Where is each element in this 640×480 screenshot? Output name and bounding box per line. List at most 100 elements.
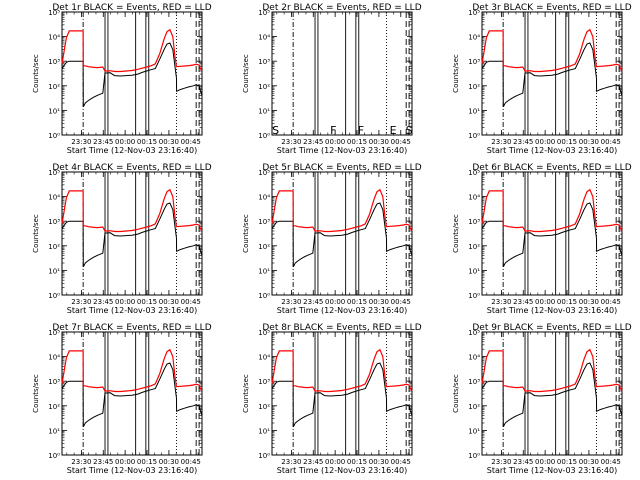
x-tick-label: 00:45 [181,298,201,306]
y-tick-label: 10¹ [258,427,270,435]
x-tick-label: 23:30 [71,298,91,306]
y-tick-label: 10⁵ [468,169,480,177]
lld-series-line [61,348,203,393]
x-tick-label: 00:45 [181,138,201,146]
y-tick-label: 10³ [48,218,60,226]
y-tick-label: 10⁰ [468,452,480,460]
y-tick-label: 10³ [48,378,60,386]
y-tick-label: 10⁵ [48,169,60,177]
y-axis-label: Counts/sec [32,214,40,253]
y-tick-label: 10² [48,243,60,251]
x-axis-label: Start Time (12-Nov-03 23:16:40) [67,466,197,475]
events-series-line [61,202,203,268]
panel-det-5: Det 5r BLACK = Events, RED = LLD 10⁰ 10¹ 10… [242,163,422,315]
plot-frame [61,11,203,136]
y-axis-label: Counts/sec [242,374,250,413]
x-tick-label: 00:30 [369,298,389,306]
y-tick-label: 10⁵ [258,9,270,17]
x-tick-label: 23:45 [303,138,323,146]
x-tick-label: 00:15 [347,458,367,466]
plot-frame [481,171,623,296]
y-tick-label: 10¹ [48,427,60,435]
panel-title: Det 8r BLACK = Events, RED = LLD [262,323,421,333]
x-tick-label: 00:45 [601,138,621,146]
x-tick-label: 00:30 [159,458,179,466]
y-axis-label: Counts/sec [32,374,40,413]
plot-frame [271,11,413,136]
panel-det-1: Det 1r BLACK = Events, RED = LLD 10⁰ 10¹ 10… [32,3,212,155]
panel-title: Det 9r BLACK = Events, RED = LLD [472,323,631,333]
y-tick-label: 10¹ [468,267,480,275]
x-tick-label: 00:00 [535,458,555,466]
y-tick-label: 10² [468,243,480,251]
panel-marker-label: S [272,124,279,137]
x-axis-label: Start Time (12-Nov-03 23:16:40) [67,146,197,155]
panel-det-7: Det 7r BLACK = Events, RED = LLD 10⁰ 10¹ 10… [32,323,212,475]
events-series-line [271,202,413,268]
panel-det-3: Det 3r BLACK = Events, RED = LLD 10⁰ 10¹ 10… [452,3,632,155]
x-tick-label: 00:30 [159,138,179,146]
x-tick-label: 00:15 [347,138,367,146]
y-tick-label: 10⁰ [258,132,270,140]
y-tick-label: 10² [48,403,60,411]
y-tick-label: 10² [48,83,60,91]
x-tick-label: 00:15 [137,458,157,466]
panel-title: Det 2r BLACK = Events, RED = LLD [262,3,421,13]
x-tick-label: 00:15 [557,458,577,466]
x-tick-label: 00:00 [325,298,345,306]
x-axis-label: Start Time (12-Nov-03 23:16:40) [67,306,197,315]
y-tick-label: 10⁴ [258,34,270,42]
y-tick-label: 10⁵ [258,329,270,337]
y-tick-label: 10³ [468,58,480,66]
panel-det-9: Det 9r BLACK = Events, RED = LLD 10⁰ 10¹ 10… [452,323,632,475]
y-axis-label: Counts/sec [452,214,460,253]
y-tick-label: 10³ [258,218,270,226]
panel-title: Det 3r BLACK = Events, RED = LLD [472,3,631,13]
y-axis-label: Counts/sec [242,54,250,93]
panel-marker-label: F [330,124,336,137]
x-tick-label: 00:30 [579,138,599,146]
y-tick-label: 10³ [258,378,270,386]
y-axis-label: Counts/sec [452,374,460,413]
x-tick-label: 00:00 [115,298,135,306]
lld-series-line [61,28,203,73]
x-tick-label: 00:00 [115,458,135,466]
panel-marker-label: E [390,124,397,137]
y-tick-label: 10⁴ [48,194,60,202]
events-series-line [481,362,623,428]
y-tick-label: 10⁵ [48,329,60,337]
y-tick-label: 10² [468,83,480,91]
plot-frame [481,331,623,456]
y-tick-label: 10⁵ [468,329,480,337]
x-tick-label: 00:45 [181,458,201,466]
x-tick-label: 00:00 [115,138,135,146]
x-tick-label: 23:30 [491,138,511,146]
x-tick-label: 23:45 [303,298,323,306]
y-tick-label: 10¹ [258,107,270,115]
x-tick-label: 00:45 [391,458,411,466]
x-tick-label: 00:15 [557,138,577,146]
events-series-line [61,42,203,108]
events-series-line [61,362,203,428]
y-tick-label: 10⁰ [48,292,60,300]
x-tick-label: 23:30 [71,458,91,466]
x-tick-label: 00:00 [325,138,345,146]
lld-series-line [481,348,623,393]
y-tick-label: 10⁰ [468,292,480,300]
y-tick-label: 10³ [468,378,480,386]
y-tick-label: 10⁴ [48,354,60,362]
x-tick-label: 00:30 [369,458,389,466]
plot-frame [271,171,413,296]
y-tick-label: 10¹ [48,107,60,115]
plot-frame [271,331,413,456]
x-tick-label: 23:30 [281,138,301,146]
x-tick-label: 00:45 [601,298,621,306]
lld-series-line [271,188,413,233]
panel-det-2: Det 2r BLACK = Events, RED = LLD 10⁰ 10¹ 10… [242,3,422,155]
y-tick-label: 10⁴ [258,354,270,362]
x-axis-label: Start Time (12-Nov-03 23:16:40) [487,306,617,315]
panel-marker-label: S [406,124,413,137]
y-tick-label: 10² [468,403,480,411]
panel-title: Det 5r BLACK = Events, RED = LLD [262,163,421,173]
lld-series-line [61,188,203,233]
